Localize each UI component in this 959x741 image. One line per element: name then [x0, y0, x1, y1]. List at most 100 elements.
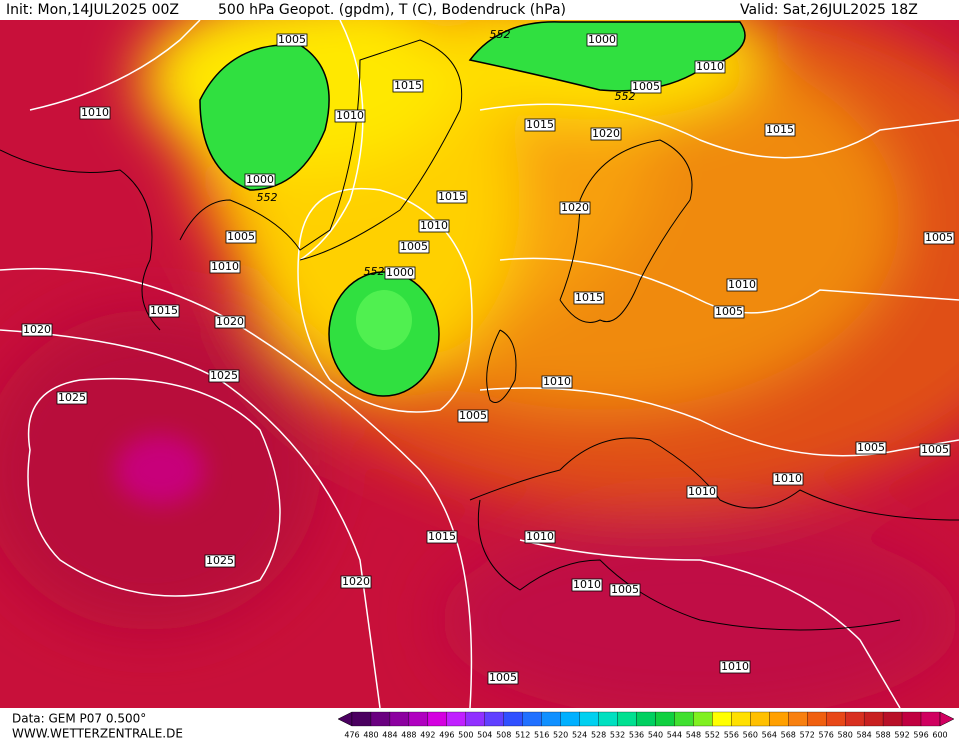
isobar-label: 1010 [728, 278, 756, 291]
colorbar-swatch [901, 711, 922, 727]
label-box [56, 391, 88, 405]
colorbar-swatch [636, 711, 656, 727]
isobar-label: 1010 [543, 375, 571, 388]
isobar-label: 1005 [715, 305, 743, 318]
label-box [586, 33, 618, 47]
colorbar-label: 480 [363, 731, 378, 740]
label-box [719, 660, 751, 674]
colorbar-label: 588 [875, 731, 890, 740]
colorbar-swatch [484, 711, 504, 727]
colorbar-label: 488 [401, 731, 416, 740]
colorbar-label: 592 [894, 731, 909, 740]
isobar-label: 1010 [81, 106, 109, 119]
label-box [392, 79, 424, 93]
isobar-label: 1015 [438, 190, 466, 203]
map-title: 500 hPa Geopot. (gpdm), T (C), Bodendruc… [218, 2, 566, 18]
isobar-label: 1010 [420, 219, 448, 232]
label-box [225, 230, 257, 244]
isobar-label: 1015 [766, 123, 794, 136]
colorbar-swatch [845, 711, 865, 727]
colorbar-swatch [712, 711, 732, 727]
colorbar-label: 564 [762, 731, 777, 740]
label-box [524, 530, 556, 544]
colorbar-label: 524 [572, 731, 587, 740]
colorbar-swatch [693, 711, 713, 727]
label-box [855, 441, 887, 455]
colorbar-swatch [807, 711, 827, 727]
label-box [630, 80, 662, 94]
label-box [340, 575, 372, 589]
label-box [686, 485, 718, 499]
label-box [204, 554, 236, 568]
colorbar-swatch [788, 711, 808, 727]
colorbar-label: 596 [913, 731, 928, 740]
isobar-label: 1015 [526, 118, 554, 131]
colorbar-swatch [541, 711, 561, 727]
label-box [426, 530, 458, 544]
label-box [487, 671, 519, 685]
label-box [244, 173, 276, 187]
label-box [524, 118, 556, 132]
colorbar: 476 480 484 488 492 496 500 504 508 512 516 520 524 5… [337, 711, 955, 740]
colorbar-label: 512 [515, 731, 530, 740]
colorbar-label: 516 [534, 731, 549, 740]
isobar-label: 1015 [575, 291, 603, 304]
colorbar-swatch [465, 711, 485, 727]
isobar-label: 1020 [561, 201, 589, 214]
label-box [79, 106, 111, 120]
colorbar-label: 484 [382, 731, 397, 740]
label-box [772, 472, 804, 486]
site: WWW.WETTERZENTRALE.DE [12, 727, 183, 741]
label-box [457, 409, 489, 423]
colorbar-swatch [408, 711, 429, 727]
isobar-label: 552 [490, 28, 511, 41]
colorbar-label: 540 [648, 731, 663, 740]
label-box [713, 305, 745, 319]
init-time: Init: Mon,14JUL2025 00Z [6, 2, 179, 18]
colorbar-label: 536 [629, 731, 644, 740]
colorbar-swatch [579, 711, 599, 727]
label-box [573, 291, 605, 305]
colorbar-swatch [731, 711, 751, 727]
colorbar-label: 508 [496, 731, 511, 740]
isobar-label: 1005 [925, 231, 953, 244]
label-box [590, 127, 622, 141]
isobar-label: 1010 [573, 578, 601, 591]
colorbar-label: 492 [420, 731, 435, 740]
colorbar-label: 600 [932, 731, 947, 740]
isobar-label: 1010 [526, 530, 554, 543]
label-box [148, 304, 180, 318]
colorbar-swatch [826, 711, 846, 727]
label-box [214, 315, 246, 329]
isobar-label: 1015 [428, 530, 456, 543]
isobar-label: 1020 [23, 323, 51, 336]
colorbar-swatch [503, 711, 523, 727]
isobar-label: 1005 [632, 80, 660, 93]
colorbar-swatch [427, 711, 447, 727]
colorbar-swatch [370, 711, 391, 727]
isobar-label: 1005 [611, 583, 639, 596]
isobar-label: 1020 [342, 575, 370, 588]
isobar-label: 1005 [227, 230, 255, 243]
isobar-label: 1005 [489, 671, 517, 684]
colorbar-swatch [769, 711, 789, 727]
isobar-label: 1025 [210, 369, 238, 382]
label-box [919, 443, 951, 457]
isobar-label: 1010 [721, 660, 749, 673]
colorbar-label: 580 [838, 731, 853, 740]
colorbar-label: 500 [458, 731, 473, 740]
label-box [764, 123, 796, 137]
label-box [209, 260, 241, 274]
colorbar-label: 572 [800, 731, 815, 740]
label-box [559, 201, 591, 215]
isobar-label: 1000 [246, 173, 274, 186]
colorbar-swatch [863, 711, 884, 727]
isobar-label: 1005 [921, 443, 949, 456]
isobar-label: 552 [257, 191, 278, 204]
colorbar-label: 544 [667, 731, 682, 740]
isobar-label: 1025 [58, 391, 86, 404]
colorbar-label: 504 [477, 731, 492, 740]
isobar-label: 1010 [336, 109, 364, 122]
label-box [436, 190, 468, 204]
colorbar-label: 568 [781, 731, 796, 740]
